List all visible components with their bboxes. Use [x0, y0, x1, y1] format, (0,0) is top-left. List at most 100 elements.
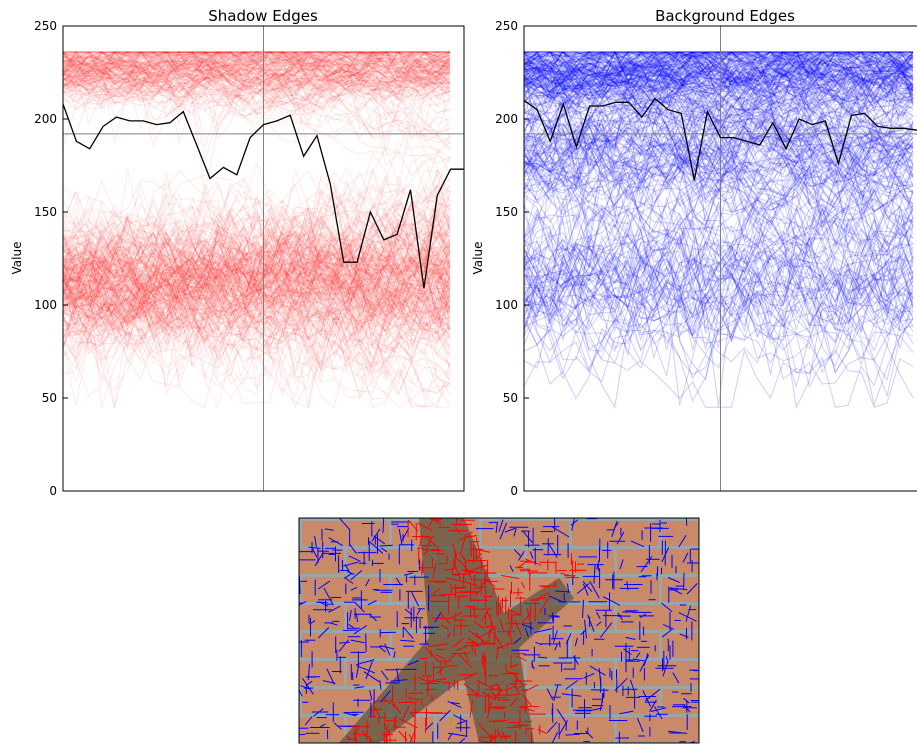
series-line: [524, 69, 914, 188]
series-line: [524, 85, 914, 187]
background-edge-stroke: [365, 579, 370, 587]
series-line: [63, 51, 451, 111]
series-line: [524, 220, 914, 334]
series-line: [524, 120, 914, 212]
background-edge-stroke: [665, 656, 669, 663]
series-line: [524, 51, 914, 101]
series-line: [63, 247, 451, 356]
background-edge-stroke: [589, 580, 600, 599]
background-edge-stroke: [378, 645, 386, 653]
series-line: [63, 51, 451, 79]
series-line: [63, 51, 451, 113]
series-line: [63, 230, 451, 345]
series-line: [63, 51, 450, 86]
series-line: [524, 51, 914, 165]
series-line: [63, 51, 451, 121]
background-edge-stroke: [318, 723, 326, 728]
series-line: [63, 69, 451, 111]
series-line: [524, 72, 914, 175]
series-line: [63, 288, 451, 393]
series-line: [63, 193, 451, 315]
series-line: [63, 142, 451, 311]
series-line: [524, 153, 914, 303]
series-line: [524, 51, 914, 88]
series-line: [524, 75, 914, 213]
series-line: [63, 168, 451, 352]
mortar-joint: [614, 546, 617, 574]
background-edge-stroke: [596, 612, 601, 619]
series-line: [524, 127, 914, 256]
series-line: [524, 55, 914, 117]
series-line: [63, 214, 451, 324]
series-line: [524, 72, 914, 126]
series-line: [524, 51, 913, 96]
series-line: [63, 190, 451, 352]
shadow-edge-stroke: [451, 652, 469, 655]
series-line: [524, 55, 914, 104]
series-line: [524, 107, 914, 231]
background-edge-stroke: [349, 610, 352, 621]
series-line: [63, 234, 451, 324]
series-line: [524, 80, 914, 183]
series-line: [63, 51, 451, 92]
series-line: [63, 51, 451, 109]
series-line: [63, 277, 451, 371]
series-line: [524, 51, 913, 98]
background-edge-stroke: [565, 679, 578, 690]
series-line: [524, 66, 914, 126]
series-line: [63, 51, 451, 133]
shadow-edge-stroke: [407, 519, 419, 532]
series-line: [524, 175, 914, 318]
series-line: [524, 181, 914, 316]
series-line: [63, 238, 451, 322]
background-edge-stroke: [553, 684, 559, 701]
series-line: [524, 51, 914, 97]
series-line: [63, 233, 451, 329]
mortar-joint: [569, 630, 572, 658]
y-tick-label: 50: [42, 391, 57, 405]
series-line: [63, 80, 451, 160]
series-line: [524, 212, 914, 316]
series-line: [524, 51, 914, 88]
background-edge-stroke: [356, 665, 375, 674]
series-line: [63, 51, 450, 85]
series-line: [524, 53, 914, 99]
series-line: [524, 112, 914, 218]
series-line: [524, 51, 914, 112]
series-line: [63, 247, 451, 321]
series-line: [524, 257, 914, 382]
series-line: [524, 51, 914, 123]
series-line: [524, 50, 914, 107]
series-line: [524, 51, 914, 93]
series-line: [524, 56, 914, 127]
series-line: [524, 139, 914, 312]
series-line: [524, 206, 914, 376]
series-line: [524, 52, 914, 192]
background-edge-stroke: [670, 587, 688, 591]
series-line: [524, 51, 913, 116]
series-line: [524, 107, 914, 198]
series-line: [524, 51, 914, 107]
series-line: [524, 109, 914, 225]
series-line: [63, 51, 451, 112]
series-line: [524, 133, 914, 243]
shadow-edge-stroke: [472, 564, 489, 571]
series-line: [524, 50, 914, 96]
background-edge-stroke: [411, 591, 419, 607]
series-line: [524, 51, 913, 145]
series-line: [524, 85, 914, 205]
series-line: [524, 50, 914, 112]
shadow-edge-stroke: [509, 663, 519, 669]
shadow-edge-stroke: [428, 518, 442, 523]
series-line: [524, 121, 914, 206]
series-line: [524, 67, 914, 175]
series-line: [524, 51, 914, 112]
series-line: [524, 226, 914, 319]
mortar-joint: [299, 686, 302, 714]
series-line: [63, 54, 451, 107]
series-line: [63, 206, 451, 317]
series-line: [524, 239, 914, 339]
series-line: [63, 211, 451, 345]
series-line: [524, 54, 914, 102]
series-line: [63, 307, 451, 410]
